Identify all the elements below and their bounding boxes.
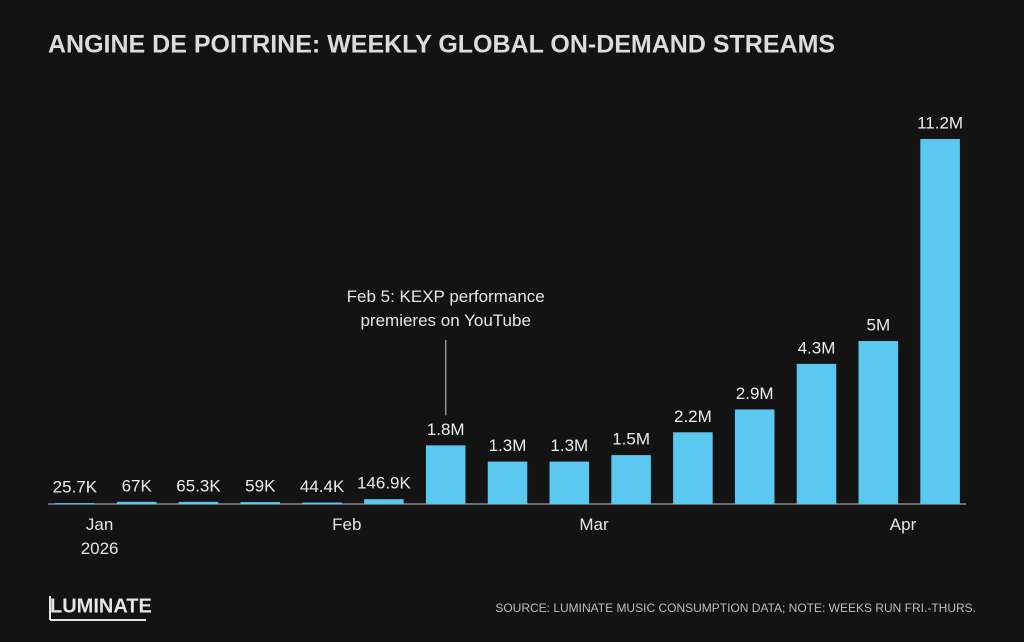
value-label: 1.3M — [489, 436, 527, 455]
x-tick-label: Mar — [579, 515, 609, 534]
value-label: 59K — [245, 477, 276, 496]
value-label: 1.3M — [550, 436, 588, 455]
value-label: 1.5M — [612, 430, 650, 449]
x-tick-label: Jan 2026 — [80, 515, 119, 558]
x-tick-label: Feb — [332, 515, 362, 534]
chart-title: ANGINE DE POITRINE: WEEKLY GLOBAL ON-DEM… — [48, 31, 835, 59]
logo: LUMINATE — [50, 595, 152, 617]
bar — [549, 461, 590, 504]
bar — [364, 499, 404, 504]
value-label: 65.3K — [176, 476, 221, 495]
value-label: 11.2M — [917, 113, 963, 132]
annotation: Feb 5: KEXP performance premieres on You… — [346, 287, 545, 330]
bar — [178, 501, 219, 504]
value-label: 5M — [866, 316, 890, 335]
value-label: 25.7K — [53, 478, 98, 497]
bar — [116, 501, 157, 504]
value-label: 146.9K — [357, 474, 412, 493]
value-label: 67K — [122, 476, 153, 495]
bar — [611, 455, 651, 504]
bar — [858, 341, 899, 504]
value-label: 2.9M — [736, 384, 774, 403]
bar — [920, 139, 960, 504]
bar — [240, 502, 281, 504]
value-label: 2.2M — [674, 407, 712, 426]
value-label: 4.3M — [798, 338, 836, 357]
source-note: SOURCE: LUMINATE MUSIC CONSUMPTION DATA;… — [495, 601, 976, 615]
bar — [425, 445, 466, 504]
x-tick-label: Apr — [889, 515, 917, 534]
bar — [302, 502, 342, 504]
bar — [487, 461, 528, 504]
bar — [734, 409, 775, 504]
value-label: 1.8M — [427, 420, 465, 439]
value-label: 44.4K — [300, 477, 345, 496]
bar — [796, 363, 837, 504]
bar — [673, 432, 713, 504]
bar — [55, 503, 95, 504]
